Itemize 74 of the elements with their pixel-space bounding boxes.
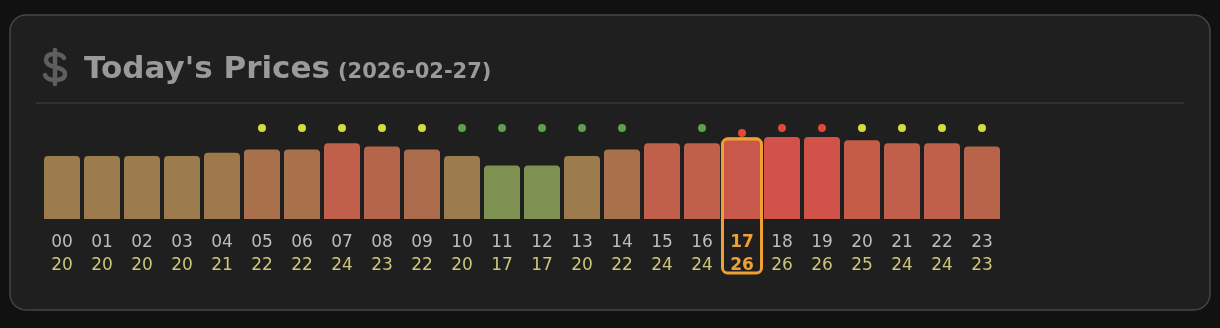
- bar: [684, 143, 720, 219]
- x-tick-label: 13: [571, 231, 593, 251]
- data-label: 22: [411, 254, 433, 274]
- data-label: 17: [491, 254, 513, 274]
- x-tick-label: 03: [171, 231, 193, 251]
- x-tick-label: 22: [931, 231, 953, 251]
- bar: [604, 149, 640, 219]
- bar: [284, 149, 320, 219]
- x-tick-label: 10: [451, 231, 473, 251]
- x-tick-label: 08: [371, 231, 393, 251]
- bar: [964, 146, 1000, 219]
- data-label: 17: [531, 254, 553, 274]
- x-tick-label: 07: [331, 231, 353, 251]
- bar: [844, 140, 880, 219]
- data-label: 26: [730, 254, 754, 274]
- x-tick-label: 05: [251, 231, 273, 251]
- chart-subtitle: (2026-02-27): [337, 59, 492, 83]
- x-tick-label: 11: [491, 231, 513, 251]
- x-tick-label: 16: [691, 231, 713, 251]
- x-tick-label: 21: [891, 231, 913, 251]
- bar: [884, 143, 920, 219]
- data-label: 26: [811, 254, 833, 274]
- data-label: 20: [171, 254, 193, 274]
- x-tick-label: 00: [51, 231, 73, 251]
- bar: [524, 165, 560, 219]
- bar: [204, 152, 240, 219]
- x-tick-label: 15: [651, 231, 673, 251]
- x-tick-label: 17: [730, 231, 754, 251]
- x-tick-label: 18: [771, 231, 793, 251]
- data-label: 22: [291, 254, 313, 274]
- bar: [44, 155, 80, 219]
- data-label: 25: [851, 254, 873, 274]
- data-label: 22: [611, 254, 633, 274]
- bar: [444, 155, 480, 219]
- data-label: 22: [251, 254, 273, 274]
- bar: [484, 165, 520, 219]
- bar: [804, 137, 840, 219]
- data-label: 20: [451, 254, 473, 274]
- bar: [764, 137, 800, 219]
- data-label: 20: [571, 254, 593, 274]
- x-tick-label: 01: [91, 231, 113, 251]
- bar: [724, 137, 760, 219]
- bar: [924, 143, 960, 219]
- data-label: 20: [51, 254, 73, 274]
- bar: [564, 155, 600, 219]
- data-label: 24: [931, 254, 953, 274]
- data-label: 20: [131, 254, 153, 274]
- x-tick-label: 02: [131, 231, 153, 251]
- bar: [84, 155, 120, 219]
- data-label: 23: [371, 254, 393, 274]
- bar: [244, 149, 280, 219]
- x-tick-label: 23: [971, 231, 993, 251]
- bar: [124, 155, 160, 219]
- x-tick-label: 14: [611, 231, 633, 251]
- data-label: 24: [691, 254, 713, 274]
- bar: [644, 143, 680, 219]
- x-tick-label: 06: [291, 231, 313, 251]
- x-tick-label: 09: [411, 231, 433, 251]
- data-label: 20: [91, 254, 113, 274]
- bar: [324, 143, 360, 219]
- data-label: 24: [651, 254, 673, 274]
- x-tick-label: 19: [811, 231, 833, 251]
- data-label: 23: [971, 254, 993, 274]
- bar: [404, 149, 440, 219]
- data-label: 24: [331, 254, 353, 274]
- bar: [164, 155, 200, 219]
- x-tick-label: 04: [211, 231, 233, 251]
- chart-title: Today's Prices: [84, 49, 330, 85]
- data-label: 26: [771, 254, 793, 274]
- bar: [364, 146, 400, 219]
- x-tick-label: 12: [531, 231, 553, 251]
- data-label: 21: [211, 254, 233, 274]
- data-label: 24: [891, 254, 913, 274]
- x-tick-label: 20: [851, 231, 873, 251]
